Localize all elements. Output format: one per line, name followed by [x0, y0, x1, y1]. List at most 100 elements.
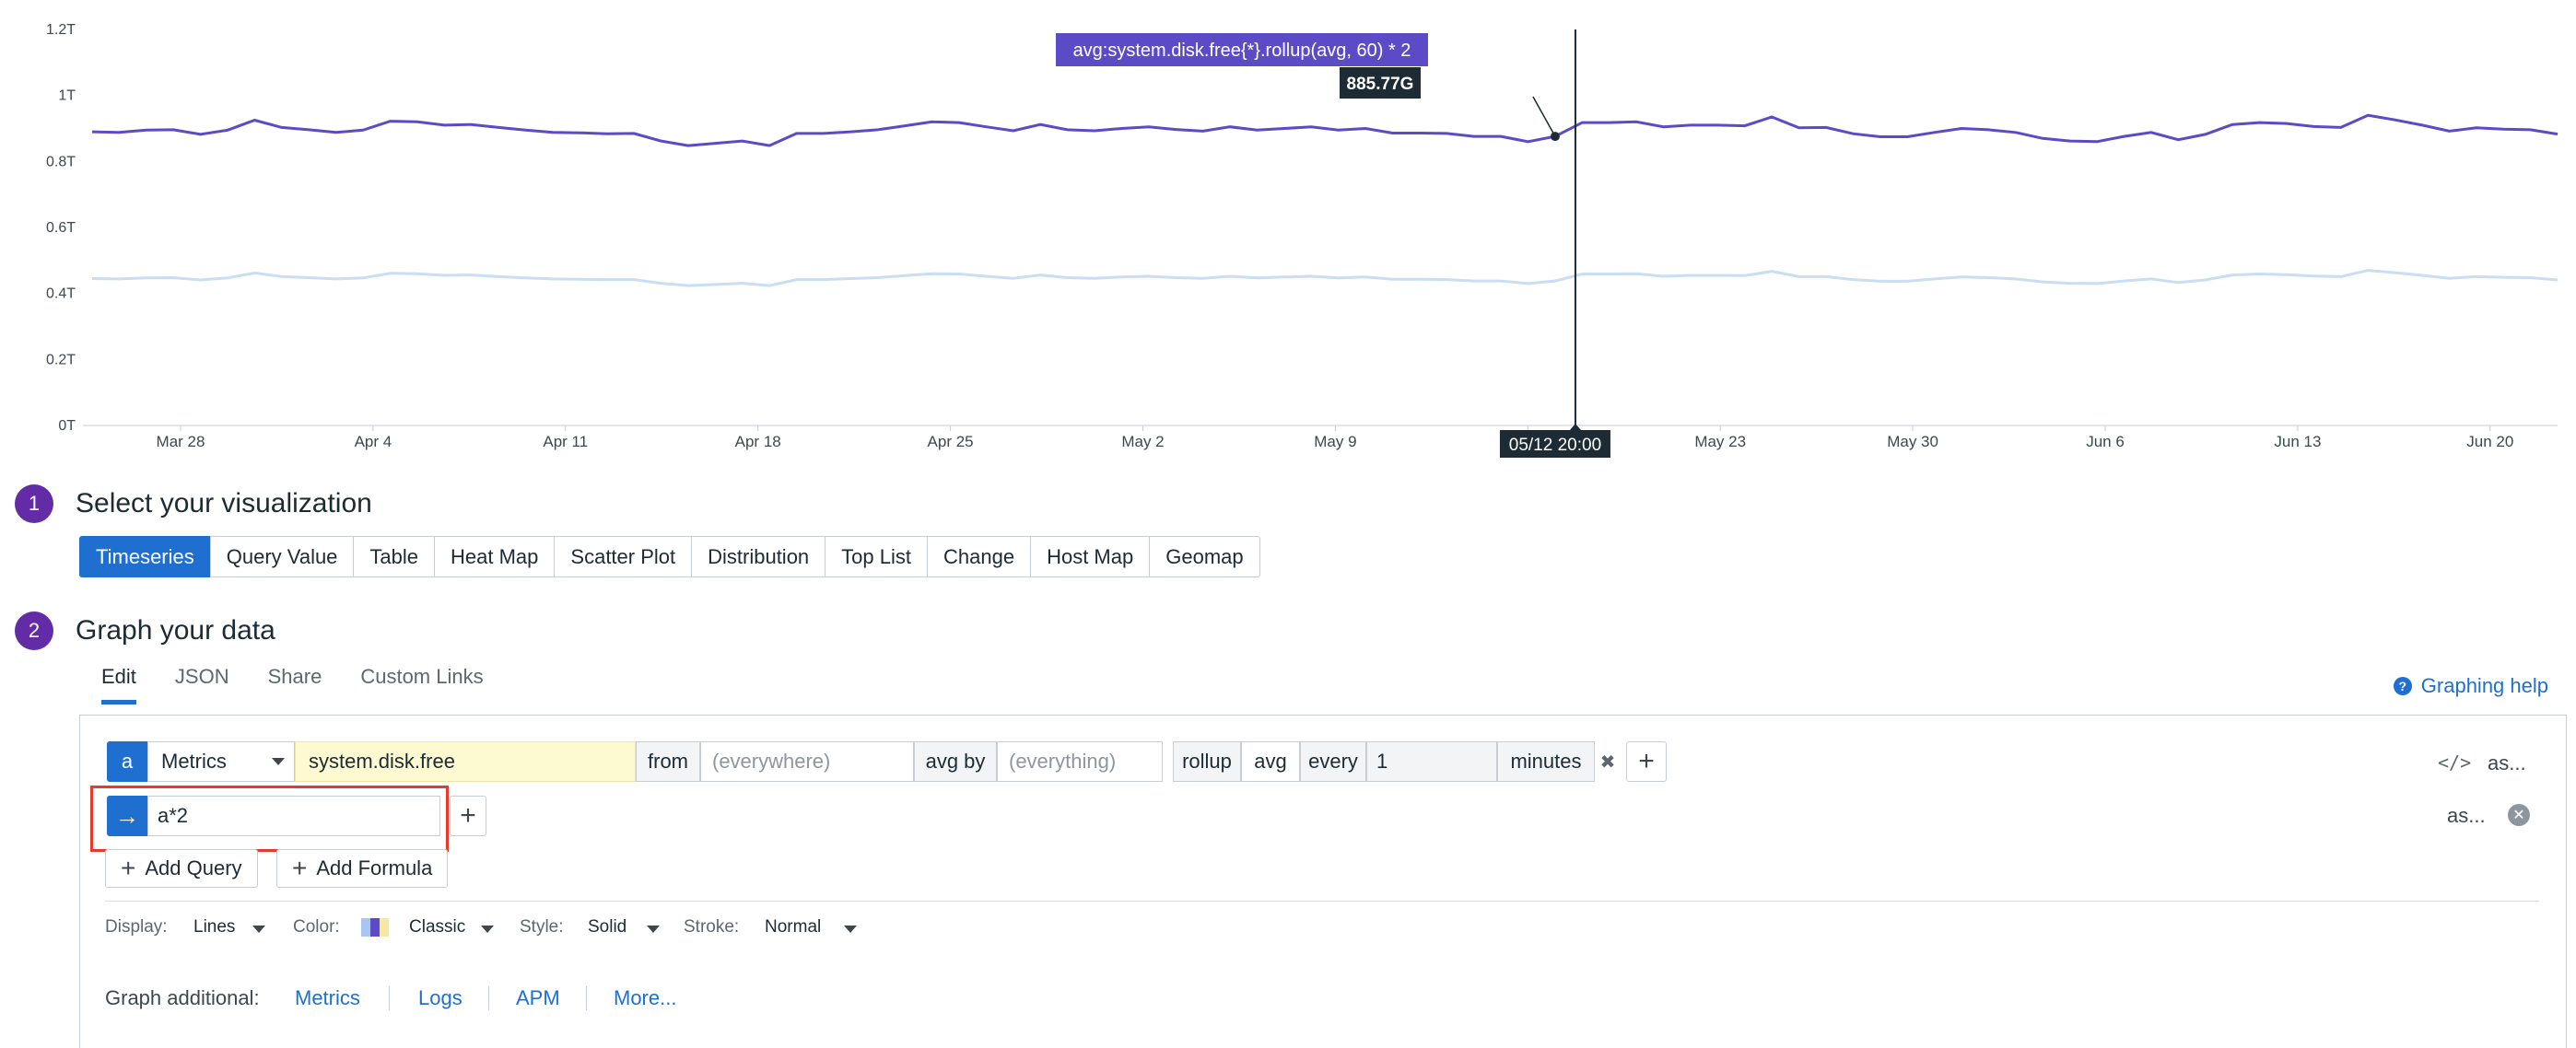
timeseries-chart[interactable]: 1.2T 1T 0.8T 0.6T 0.4T 0.2T 0T Mar 28 Apr 4 Apr 1…	[0, 0, 2576, 470]
tab-edit[interactable]: Edit	[101, 665, 136, 704]
visualization-tabs: Timeseries Query Value Table Heat Map Scatte…	[79, 536, 1260, 577]
viz-tab-change[interactable]: Change	[927, 536, 1032, 577]
query-alias-input[interactable]: as...	[2488, 751, 2526, 774]
viz-tab-host-map[interactable]: Host Map	[1030, 536, 1151, 577]
viz-tab-geomap[interactable]: Geomap	[1149, 536, 1260, 577]
every-unit-select[interactable]: minutes	[1497, 741, 1595, 782]
avg-by-label-text: avg by	[925, 750, 986, 773]
tooltip-series-label: avg:system.disk.free{*}.rollup(avg, 60) …	[1073, 41, 1411, 61]
chevron-down-icon	[252, 926, 265, 933]
viz-tab-distribution[interactable]: Distribution	[691, 536, 826, 577]
query-letter: a	[121, 750, 134, 773]
from-scope-input[interactable]: (everywhere)	[700, 741, 914, 782]
formula-arrow-badge: →	[107, 796, 147, 836]
every-label-text: every	[1308, 750, 1358, 773]
clear-rollup-icon[interactable]: ✖	[1595, 741, 1621, 782]
viz-tab-top-list[interactable]: Top List	[825, 536, 928, 577]
x-tick-label: May 2	[1121, 433, 1164, 450]
display-label: Display:	[105, 917, 168, 937]
rollup-function-select[interactable]: avg	[1241, 741, 1300, 782]
formula-value: a*2	[158, 804, 189, 827]
link-separator	[488, 986, 489, 1010]
rollup-label: rollup	[1173, 741, 1241, 782]
graphing-help-link[interactable]: ? Graphing help	[2393, 674, 2548, 698]
code-icon[interactable]: </>	[2438, 751, 2472, 774]
graph-additional-metrics-link[interactable]: Metrics	[295, 986, 360, 1009]
step-1-title: Select your visualization	[76, 488, 372, 518]
y-tick-label: 0.4T	[46, 286, 76, 302]
x-tick-label: Apr 4	[355, 433, 392, 450]
metric-name-input[interactable]: system.disk.free	[295, 741, 636, 782]
series-line-formula[interactable]	[91, 113, 2558, 147]
link-separator	[389, 986, 390, 1010]
tab-share[interactable]: Share	[267, 665, 322, 688]
tooltip-series-box	[1056, 33, 1428, 66]
x-tick-label: Apr 18	[735, 433, 781, 450]
add-function-button[interactable]: +	[1626, 741, 1667, 782]
arrow-right-icon: →	[115, 801, 139, 830]
every-label: every	[1300, 741, 1366, 782]
stroke-select[interactable]: Normal	[765, 917, 822, 937]
palette-swatch-icon	[370, 918, 380, 937]
style-select[interactable]: Solid	[588, 917, 627, 937]
graph-additional-more-link[interactable]: More...	[614, 986, 677, 1009]
chart-svg[interactable]: 1.2T 1T 0.8T 0.6T 0.4T 0.2T 0T Mar 28 Apr 4 Apr 1…	[0, 0, 2576, 470]
remove-formula-icon[interactable]: ✕	[2508, 804, 2530, 826]
step-1-badge: 1	[15, 484, 53, 523]
x-tick-label: Apr 11	[543, 433, 588, 450]
tab-json[interactable]: JSON	[174, 665, 229, 688]
formula-input[interactable]: a*2	[147, 796, 440, 836]
from-scope-placeholder: (everywhere)	[712, 750, 831, 773]
viz-tab-heat-map[interactable]: Heat Map	[434, 536, 556, 577]
x-tick-label: Jun 6	[2086, 433, 2125, 450]
chevron-down-icon	[272, 758, 285, 765]
x-tick-label: May 9	[1314, 433, 1356, 450]
help-icon: ?	[2393, 677, 2412, 695]
avg-by-input[interactable]: (everything)	[997, 741, 1163, 782]
display-select[interactable]: Lines	[193, 917, 236, 937]
viz-tab-query-value[interactable]: Query Value	[209, 536, 355, 577]
time-badge-pointer	[1569, 424, 1581, 430]
graph-additional-label: Graph additional:	[105, 986, 260, 1009]
metric-name-value: system.disk.free	[309, 750, 455, 773]
link-separator	[586, 986, 587, 1010]
color-select[interactable]: Classic	[409, 917, 466, 937]
y-tick-label: 0.8T	[46, 154, 76, 169]
chevron-down-icon	[844, 926, 857, 933]
rollup-function-value: avg	[1254, 750, 1287, 773]
rollup-label-text: rollup	[1182, 750, 1232, 773]
data-source-select[interactable]: Metrics	[147, 741, 295, 782]
tab-custom-links[interactable]: Custom Links	[360, 665, 484, 688]
add-formula-function-button[interactable]: +	[450, 796, 486, 836]
formula-alias-input[interactable]: as...	[2447, 804, 2486, 827]
add-formula-button[interactable]: + Add Formula	[276, 849, 449, 888]
query-letter-badge[interactable]: a	[107, 741, 147, 782]
graphing-help-label: Graphing help	[2420, 674, 2548, 697]
from-label-text: from	[648, 750, 688, 773]
palette-swatch-icon	[380, 918, 389, 937]
time-badge-box	[1499, 430, 1610, 458]
x-tick-label: Mar 28	[157, 433, 205, 450]
plus-icon: +	[121, 854, 136, 882]
viz-tab-scatter-plot[interactable]: Scatter Plot	[554, 536, 693, 577]
viz-tab-timeseries[interactable]: Timeseries	[79, 536, 211, 577]
x-tick-label: Jun 13	[2274, 433, 2321, 450]
every-value-input[interactable]: 1	[1366, 741, 1497, 782]
y-tick-label: 0T	[58, 418, 76, 434]
from-label: from	[636, 741, 700, 782]
tooltip-connector	[1532, 96, 1556, 137]
style-label: Style:	[520, 917, 564, 937]
viz-tab-table[interactable]: Table	[353, 536, 436, 577]
x-tick-label: Jun 20	[2466, 433, 2513, 450]
series-line-a[interactable]	[91, 269, 2558, 287]
graph-additional-logs-link[interactable]: Logs	[418, 986, 463, 1009]
add-query-label: Add Query	[145, 856, 242, 879]
x-tick-label: May 23	[1694, 433, 1746, 450]
options-divider	[105, 901, 2539, 902]
graph-additional-apm-link[interactable]: APM	[516, 986, 560, 1009]
y-tick-label: 1.2T	[46, 22, 76, 38]
x-tick-label: Apr 25	[928, 433, 974, 450]
palette-swatch-icon	[361, 918, 370, 937]
avg-by-placeholder: (everything)	[1009, 750, 1117, 773]
add-query-button[interactable]: + Add Query	[105, 849, 258, 888]
